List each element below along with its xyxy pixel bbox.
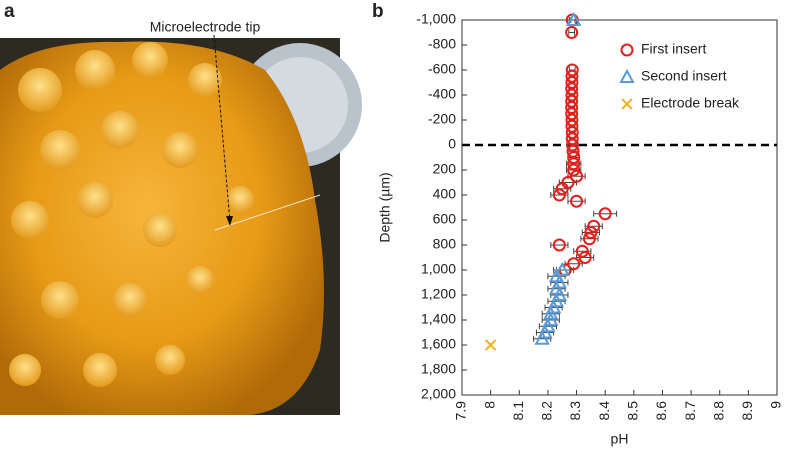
error-bar <box>541 317 560 323</box>
legend-marker <box>619 68 635 83</box>
x-tick-label: 8.5 <box>625 401 641 421</box>
point <box>567 157 581 171</box>
point <box>565 126 579 139</box>
point <box>565 113 579 127</box>
plot-frame <box>461 19 778 396</box>
point <box>565 69 579 83</box>
y-tick-label: -200 <box>428 111 456 127</box>
y-tick-label: 1,200 <box>421 286 456 302</box>
y-tick-label: 200 <box>433 161 457 177</box>
point <box>552 238 566 252</box>
point <box>575 244 589 258</box>
x-tick-label: 8.9 <box>739 401 755 421</box>
y-tick-label: 1,000 <box>421 261 456 277</box>
y-tick-label: 1,400 <box>421 311 456 327</box>
point <box>554 261 570 276</box>
point <box>552 188 566 202</box>
panel-label: a <box>4 1 15 22</box>
legend-label: Second insert <box>641 68 727 84</box>
point <box>566 144 580 158</box>
x-tick-label: 8.7 <box>682 401 698 421</box>
y-axis-label: Depth (µm) <box>377 172 393 242</box>
point <box>582 232 596 246</box>
x-tick-label: 9 <box>768 401 784 409</box>
y-tick-label: 800 <box>433 236 457 252</box>
point <box>565 107 579 121</box>
y-tick-label: 600 <box>433 211 457 227</box>
point <box>565 132 579 146</box>
point <box>567 151 581 164</box>
error-bar <box>593 210 618 217</box>
point <box>565 82 579 96</box>
point <box>565 101 579 114</box>
x-tick-label: 8.4 <box>596 401 612 421</box>
y-tick-label: -1,000 <box>416 11 456 27</box>
point <box>534 330 550 345</box>
x-tick-label: 8 <box>481 401 497 409</box>
legend-label: First insert <box>641 41 706 57</box>
x-tick-label: 8.8 <box>710 401 726 421</box>
x-tick-label: 8.3 <box>567 401 583 421</box>
x-tick-label: 7.9 <box>453 401 469 421</box>
legend-marker <box>620 43 634 57</box>
point <box>565 119 579 133</box>
y-tick-label: 1,800 <box>421 361 456 377</box>
point <box>584 226 598 239</box>
y-tick-label: 400 <box>433 186 457 202</box>
point <box>555 182 569 196</box>
point <box>565 26 579 39</box>
point <box>570 169 584 183</box>
point <box>587 219 601 233</box>
error-bar <box>568 29 576 36</box>
point <box>565 63 579 77</box>
point <box>565 76 579 89</box>
point <box>567 163 581 177</box>
photo <box>0 34 362 416</box>
y-tick-label: 0 <box>448 136 456 152</box>
y-tick-label: -800 <box>428 36 456 52</box>
point <box>570 194 584 208</box>
point <box>565 88 579 102</box>
point <box>565 94 579 108</box>
point <box>578 251 592 264</box>
y-tick-label: -400 <box>428 86 456 102</box>
panel-label: b <box>372 1 384 22</box>
annotation: Microelectrode tip <box>150 19 261 35</box>
point <box>566 138 580 152</box>
y-tick-label: 1,600 <box>421 336 456 352</box>
y-tick-label: -600 <box>428 61 456 77</box>
point <box>598 207 612 221</box>
legend-marker <box>621 98 633 110</box>
point <box>565 11 582 26</box>
point <box>484 339 497 351</box>
point <box>567 257 581 271</box>
x-tick-label: 8.6 <box>653 401 669 421</box>
y-tick-label: 2,000 <box>421 386 456 402</box>
point <box>543 305 559 320</box>
x-axis-label: pH <box>611 431 629 447</box>
chart: -1,000 -800 -600 -400 -200 0 200 400 600 800 1,000… <box>377 11 784 447</box>
x-tick-label: 8.1 <box>510 401 526 421</box>
legend-label: Electrode break <box>641 95 740 111</box>
x-tick-label: 8.2 <box>539 401 555 421</box>
